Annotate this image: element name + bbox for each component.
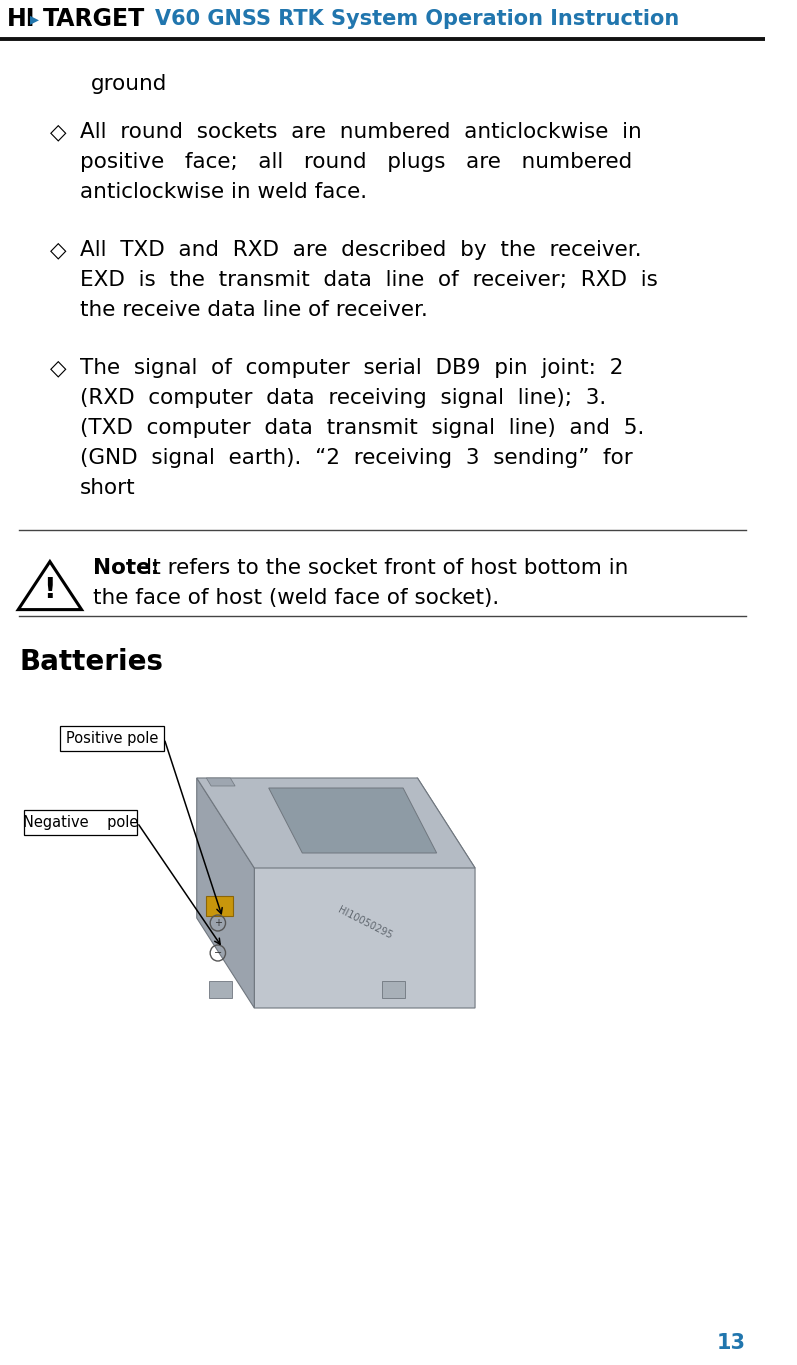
Text: (GND  signal  earth).  “2  receiving  3  sending”  for: (GND signal earth). “2 receiving 3 sendi… bbox=[80, 448, 632, 468]
Polygon shape bbox=[197, 778, 475, 868]
Text: All  round  sockets  are  numbered  anticlockwise  in: All round sockets are numbered anticlock… bbox=[80, 121, 642, 142]
Bar bbox=[61, 726, 164, 751]
Text: Note:: Note: bbox=[93, 558, 159, 577]
Polygon shape bbox=[210, 981, 232, 998]
Text: HI: HI bbox=[6, 7, 35, 31]
Text: !: ! bbox=[44, 576, 57, 605]
Text: positive   face;   all   round   plugs   are   numbered: positive face; all round plugs are numbe… bbox=[80, 152, 632, 172]
Text: ▸: ▸ bbox=[29, 10, 39, 29]
Text: anticlockwise in weld face.: anticlockwise in weld face. bbox=[80, 182, 367, 202]
Bar bbox=[24, 809, 137, 835]
Text: Negative    pole: Negative pole bbox=[23, 815, 139, 830]
Text: The  signal  of  computer  serial  DB9  pin  joint:  2: The signal of computer serial DB9 pin jo… bbox=[80, 358, 623, 378]
Polygon shape bbox=[269, 788, 437, 853]
Text: V60 GNSS RTK System Operation Instruction: V60 GNSS RTK System Operation Instructio… bbox=[155, 10, 680, 29]
Text: ground: ground bbox=[91, 74, 167, 94]
Text: (TXD  computer  data  transmit  signal  line)  and  5.: (TXD computer data transmit signal line)… bbox=[80, 418, 644, 438]
Polygon shape bbox=[254, 778, 475, 1007]
Text: HI10050295: HI10050295 bbox=[336, 905, 394, 940]
Text: 13: 13 bbox=[717, 1334, 746, 1353]
Text: the receive data line of receiver.: the receive data line of receiver. bbox=[80, 300, 427, 319]
Polygon shape bbox=[206, 778, 235, 786]
Text: It refers to the socket front of host bottom in: It refers to the socket front of host bo… bbox=[139, 558, 629, 577]
Text: TARGET: TARGET bbox=[43, 7, 145, 31]
Text: short: short bbox=[80, 478, 135, 498]
Text: Batteries: Batteries bbox=[19, 648, 163, 676]
Text: ◇: ◇ bbox=[50, 121, 66, 142]
Text: (RXD  computer  data  receiving  signal  line);  3.: (RXD computer data receiving signal line… bbox=[80, 388, 606, 408]
Polygon shape bbox=[206, 895, 234, 916]
Text: All  TXD  and  RXD  are  described  by  the  receiver.: All TXD and RXD are described by the rec… bbox=[80, 240, 642, 259]
Text: ◇: ◇ bbox=[50, 358, 66, 378]
Text: the face of host (weld face of socket).: the face of host (weld face of socket). bbox=[93, 588, 500, 607]
Text: EXD  is  the  transmit  data  line  of  receiver;  RXD  is: EXD is the transmit data line of receive… bbox=[80, 270, 658, 289]
Polygon shape bbox=[382, 981, 405, 998]
Text: +: + bbox=[214, 919, 222, 928]
Text: Positive pole: Positive pole bbox=[66, 732, 159, 747]
Text: −: − bbox=[214, 949, 222, 958]
Polygon shape bbox=[197, 778, 254, 1007]
Text: ◇: ◇ bbox=[50, 240, 66, 259]
